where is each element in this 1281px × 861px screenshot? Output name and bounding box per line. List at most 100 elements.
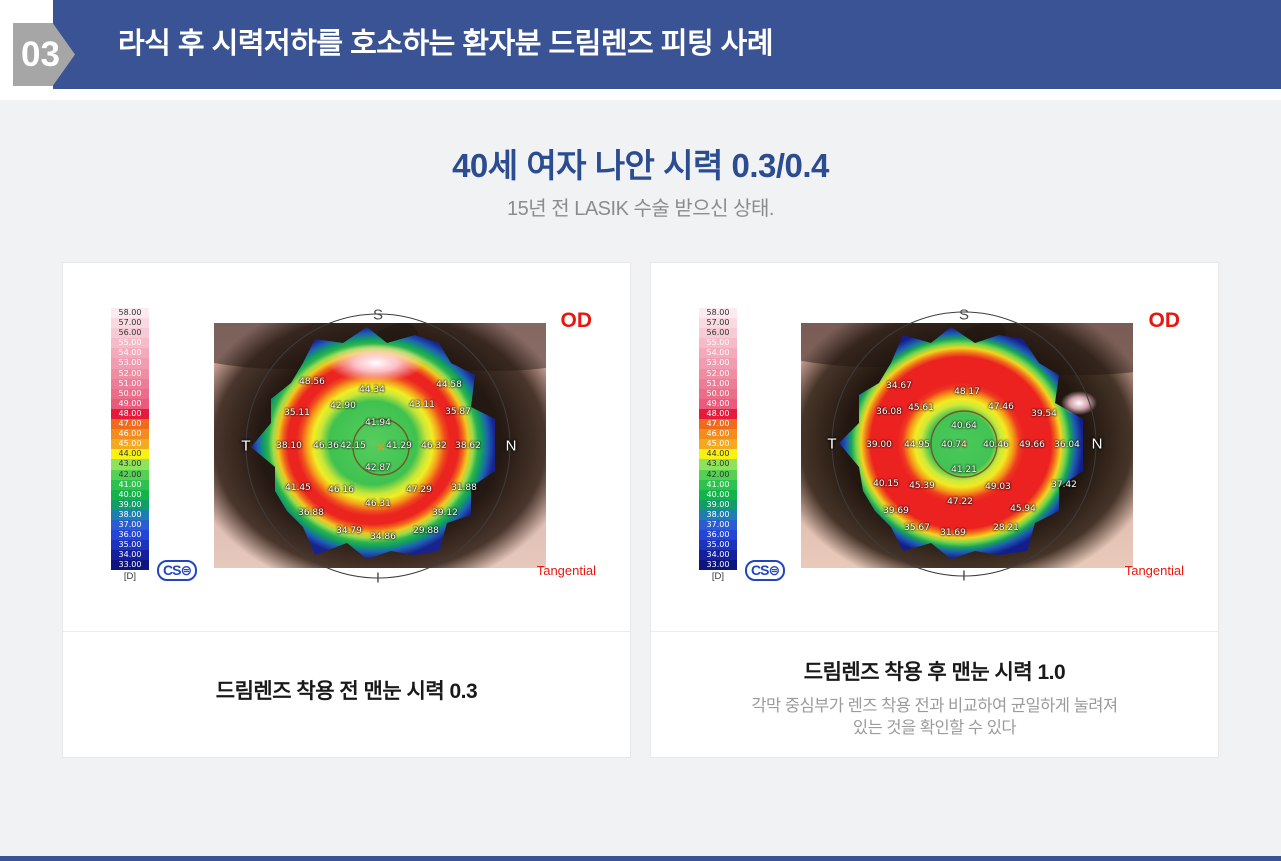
map-value-label: 44.95 [904,440,930,450]
caption-after: 드림렌즈 착용 후 맨눈 시력 1.0 각막 중심부가 렌즈 착용 전과 비교하… [651,631,1218,757]
map-value-label: 45.61 [908,403,934,413]
map-value-label: 34.67 [886,381,912,391]
scale-row: 51.00 [111,378,149,389]
map-value-label: 38.62 [455,441,481,451]
scale-row: 45.00 [699,439,737,450]
map-value-label: 39.54 [1031,409,1057,419]
scale-row: 34.00 [111,550,149,561]
scale-row: 38.00 [111,509,149,520]
scale-row: 37.00 [699,519,737,531]
bottom-accent-bar [0,856,1281,861]
direction-label-s: S [958,306,970,324]
color-scale-rows: 58.00 57.00 56.00 55.00 54.00 53.00 52.00 51.00… [111,308,149,571]
map-value-label: 47.29 [406,485,432,495]
scale-row: 52.00 [699,368,737,379]
map-value-label: 46.16 [328,485,354,495]
caption-desc-line: 있는 것을 확인할 수 있다 [852,719,1017,738]
scale-row: 58.00 [111,308,149,319]
scale-row: 43.00 [699,459,737,470]
scale-row: 55.00 [699,338,737,349]
cso-logo: CS⊜ [745,560,786,581]
scale-row: 36.00 [699,530,737,541]
map-value-label: 45.94 [1010,504,1036,514]
topography-after: 58.00 57.00 56.00 55.00 54.00 53.00 52.00 51.00… [651,263,1218,631]
scale-row: 54.00 [111,348,149,359]
scale-row: 36.00 [111,530,149,541]
map-value-label: 34.86 [370,532,396,542]
scale-row: 33.00 [111,560,149,571]
caption-title: 드림렌즈 착용 후 맨눈 시력 1.0 [803,661,1066,684]
eye-label-od: OD [560,309,593,332]
direction-label-n: N [505,437,517,455]
map-value-label: 45.39 [909,481,935,491]
scale-row: 50.00 [111,388,149,399]
map-value-label: 40.15 [873,479,899,489]
direction-label-s: S [372,306,384,324]
map-value-label: 39.12 [432,508,458,518]
scale-row: 41.00 [699,479,737,490]
map-value-label: 35.11 [284,408,310,418]
topography-before: 58.00 57.00 56.00 55.00 54.00 53.00 52.00 51.00… [63,263,630,631]
caption-desc-line: 각막 중심부가 렌즈 착용 전과 비교하여 균일하게 눌려져 [751,697,1118,715]
scale-row: 35.00 [699,540,737,551]
map-value-label: 28.21 [993,523,1019,533]
scale-row: 39.00 [699,499,737,510]
map-value-label: 44.58 [436,380,462,390]
scale-unit-label: [D] [711,571,725,583]
map-value-label: 39.69 [883,506,909,516]
eye-photo-topography-before [214,313,546,579]
scale-row: 34.00 [699,550,737,561]
caption-before: 드림렌즈 착용 전 맨눈 시력 0.3 [63,631,630,757]
scale-row: 48.00 [699,408,737,420]
step-number: 03 [21,34,60,74]
intro-title: 40세 여자 나안 시력 0.3/0.4 [452,147,829,184]
direction-label-i: I [375,569,381,587]
scale-row: 50.00 [699,388,737,399]
scale-row: 42.00 [111,469,149,480]
map-value-label: 34.79 [336,526,362,536]
direction-label-t: T [827,435,837,453]
map-value-label: 46.31 [365,499,391,509]
scale-row: 46.00 [699,429,737,440]
caption-title: 드림렌즈 착용 전 맨눈 시력 0.3 [215,680,478,703]
map-type-label: Tangential [536,563,596,578]
scale-row: 57.00 [111,318,149,329]
scale-row: 49.00 [699,398,737,409]
map-value-label: 47.46 [988,402,1014,412]
intro: 40세 여자 나안 시력 0.3/0.4 15년 전 LASIK 수술 받으신 … [0,100,1281,222]
header-title: 라식 후 시력저하를 호소하는 환자분 드림렌즈 피팅 사례 [118,28,774,60]
map-value-label: 42.90 [330,401,356,411]
map-value-label: 36.88 [298,508,324,518]
map-value-label: 37.42 [1051,480,1077,490]
scale-row: 40.00 [699,489,737,500]
map-value-label: 39.00 [866,440,892,450]
scale-row: 56.00 [111,328,149,339]
map-value-label: 46.32 [421,441,447,451]
direction-label-i: I [961,567,967,585]
map-value-label: 46.36 [313,441,339,451]
scale-row: 46.00 [111,429,149,440]
map-value-label: 29.88 [413,526,439,536]
eye-label-od: OD [1148,309,1181,332]
header: 라식 후 시력저하를 호소하는 환자분 드림렌즈 피팅 사례 03 [0,0,1281,100]
scale-row: 54.00 [699,348,737,359]
scale-row: 41.00 [111,479,149,490]
map-value-label: 31.69 [940,528,966,538]
direction-label-n: N [1091,435,1103,453]
scale-row: 55.00 [111,338,149,349]
map-value-label: 40.46 [983,440,1009,450]
map-value-label: 49.66 [1019,440,1045,450]
scale-row: 47.00 [111,419,149,430]
scale-row: 44.00 [111,449,149,460]
eye-photo-topography-after [801,311,1133,577]
scale-unit-label: [D] [123,571,137,583]
scale-row: 53.00 [111,358,149,369]
map-value-label: 36.08 [876,407,902,417]
direction-label-t: T [241,437,251,455]
scale-row: 39.00 [111,499,149,510]
scale-row: 47.00 [699,419,737,430]
map-value-label: 38.10 [276,441,302,451]
scale-row: 51.00 [699,378,737,389]
